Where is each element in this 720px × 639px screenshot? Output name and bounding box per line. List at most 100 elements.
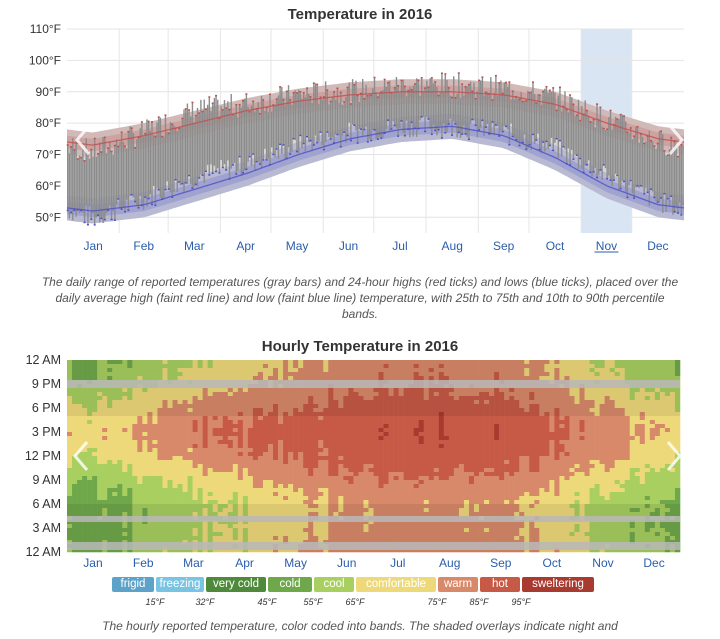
daily-range-bar	[303, 92, 305, 143]
heatmap-cell	[423, 548, 430, 553]
daily-low-tick	[150, 203, 153, 206]
heatmap-cell	[293, 464, 299, 469]
heatmap-cell	[247, 472, 254, 477]
heatmap-cell	[308, 468, 314, 473]
heatmap-cell	[212, 392, 219, 397]
heatmap-cell	[147, 444, 153, 449]
heatmap-cell	[333, 472, 339, 477]
heatmap-cell	[97, 364, 103, 369]
heatmap-cell	[112, 388, 118, 393]
heatmap-cell	[328, 488, 334, 493]
heatmap-cell	[438, 500, 445, 505]
heatmap-cell	[257, 520, 264, 525]
heatmap-cell	[288, 372, 294, 377]
daily-low-tick	[511, 135, 514, 138]
heatmap-cell	[242, 396, 249, 401]
heatmap-cell	[132, 408, 138, 413]
heatmap-cell	[298, 444, 304, 449]
heatmap-cell	[443, 512, 450, 517]
heatmap-cell	[313, 496, 319, 501]
heatmap-cell	[117, 408, 123, 413]
heatmap-cell	[393, 440, 399, 445]
daily-range-bar	[410, 90, 413, 122]
heatmap-cell	[504, 472, 510, 477]
heatmap-cell	[489, 400, 495, 405]
heatmap-cell	[378, 472, 384, 477]
heatmap-cell	[413, 484, 420, 489]
heatmap-cell	[187, 372, 193, 377]
heatmap-cell	[117, 448, 123, 453]
heatmap-cell	[473, 436, 480, 441]
daily-range-bar	[485, 92, 487, 127]
daily-range-bar	[191, 102, 194, 188]
heatmap-cell	[197, 392, 203, 397]
heatmap-cell	[162, 500, 168, 505]
daily-range-bar	[296, 93, 298, 151]
heatmap-cell	[192, 548, 198, 553]
heatmap-cell	[227, 408, 234, 413]
heatmap-cell	[267, 464, 274, 469]
heatmap-cell	[283, 404, 289, 409]
daily-range-bar	[324, 81, 327, 143]
heatmap-cell	[318, 532, 324, 537]
heatmap-cell	[288, 428, 294, 433]
heatmap-cell	[458, 496, 465, 501]
heatmap-cell	[247, 444, 254, 449]
heatmap-cell	[473, 548, 480, 553]
heatmap-cell	[328, 460, 334, 465]
daily-range-bar	[109, 141, 111, 206]
heatmap-cell	[368, 548, 374, 553]
heatmap-cell	[499, 360, 505, 365]
heatmap-cell	[373, 444, 379, 449]
heatmap-cell	[267, 468, 274, 473]
heatmap-cell	[383, 508, 389, 513]
y-tick-label: 110°F	[30, 22, 61, 36]
heatmap-cell	[257, 368, 264, 373]
heatmap-cell	[393, 528, 399, 533]
heatmap-cell	[323, 456, 329, 461]
heatmap-cell	[368, 480, 374, 485]
heatmap-cell	[187, 404, 193, 409]
heatmap-cell	[227, 524, 234, 529]
heatmap-cell	[137, 404, 143, 409]
heatmap-cell	[499, 476, 505, 481]
heatmap-cell	[182, 504, 188, 509]
heatmap-cell	[373, 364, 379, 369]
heatmap-cell	[137, 536, 143, 541]
daily-range-bar	[651, 141, 654, 192]
heatmap-cell	[363, 476, 369, 481]
heatmap-cell	[403, 412, 409, 417]
heatmap-cell	[232, 400, 239, 405]
heatmap-cell	[338, 364, 344, 369]
heatmap-cell	[479, 396, 485, 401]
heatmap-cell	[378, 476, 384, 481]
heatmap-cell	[504, 400, 510, 405]
heatmap-cell	[308, 460, 314, 465]
heatmap-cell	[363, 532, 369, 537]
heatmap-cell	[273, 400, 279, 405]
heatmap-cell	[212, 444, 219, 449]
daily-high-tick	[535, 102, 538, 104]
heatmap-cell	[192, 452, 198, 457]
temperature-chart-caption: The daily range of reported temperatures…	[41, 275, 679, 321]
daily-range-bar	[269, 94, 271, 164]
heatmap-cell	[443, 508, 450, 513]
heatmap-cell	[242, 444, 249, 449]
heatmap-cell	[494, 484, 500, 489]
heatmap-cell	[242, 536, 249, 541]
heatmap-cell	[473, 416, 480, 421]
daily-range-bar	[168, 133, 170, 189]
heatmap-cell	[333, 468, 339, 473]
heatmap-cell	[157, 404, 163, 409]
heatmap-cell	[92, 400, 98, 405]
heatmap-cell	[338, 512, 344, 517]
heatmap-cell	[308, 536, 314, 541]
daily-range-bar	[115, 139, 118, 205]
heatmap-cell	[147, 460, 153, 465]
heatmap-cell	[448, 508, 455, 513]
daily-range-bar	[390, 93, 393, 129]
heatmap-cell	[177, 456, 183, 461]
heatmap-cell	[293, 532, 299, 537]
daily-range-bar	[663, 151, 666, 193]
daily-high-tick	[538, 94, 541, 96]
